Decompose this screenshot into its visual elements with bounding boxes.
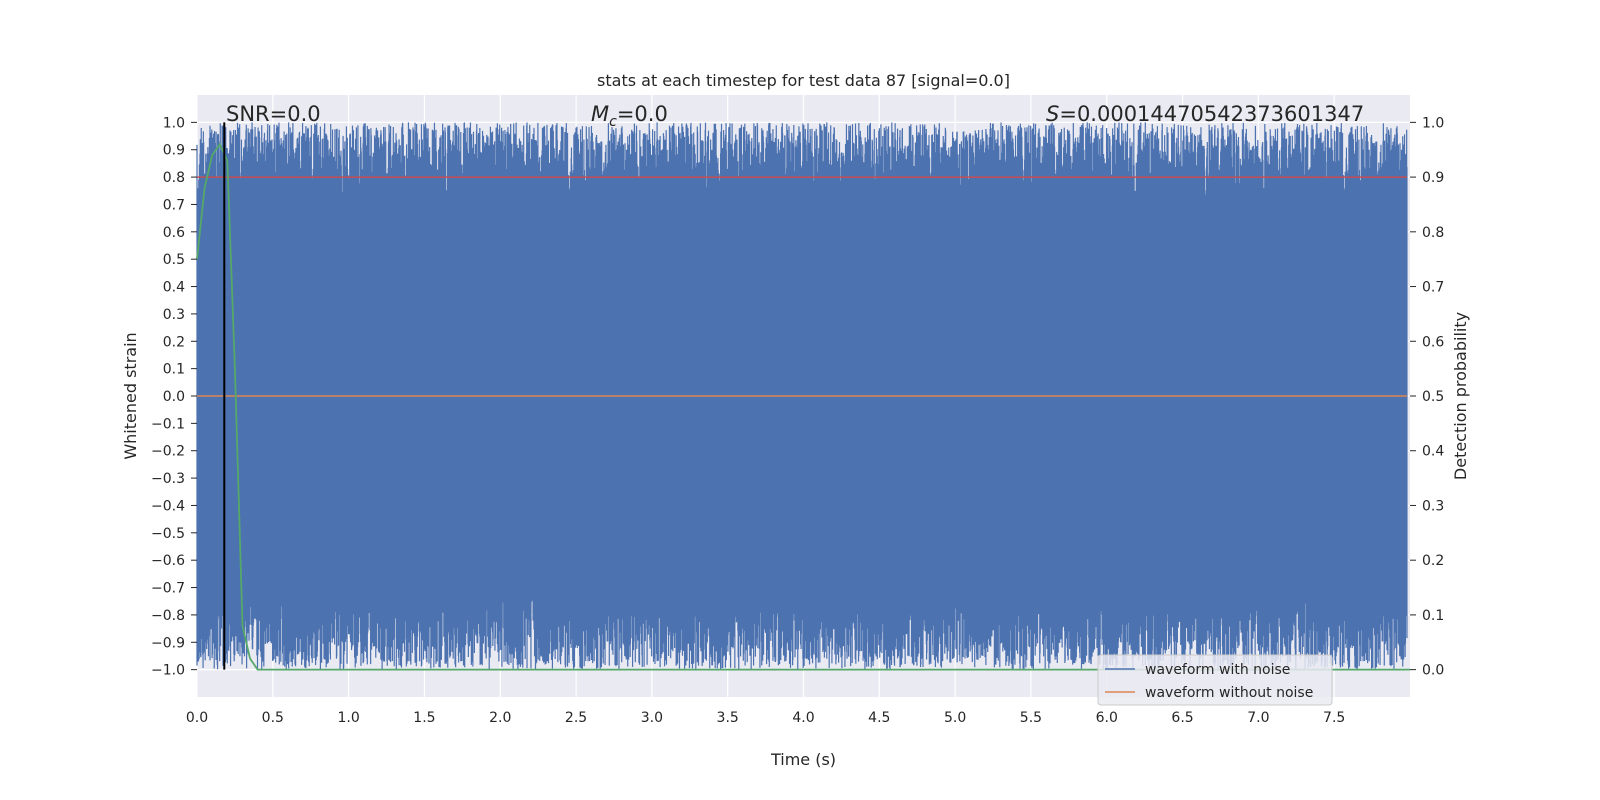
y-tick-left-label: 0.0 xyxy=(163,389,185,405)
x-tick-label: 2.5 xyxy=(565,710,587,726)
chart-title: stats at each timestep for test data 87 … xyxy=(597,71,1010,90)
legend-box xyxy=(1097,654,1333,706)
y-tick-left-label: −0.9 xyxy=(151,635,185,651)
y-tick-left-label: −0.5 xyxy=(151,526,185,542)
y-tick-left-label: −0.8 xyxy=(151,608,185,624)
x-tick-label: 7.0 xyxy=(1247,710,1269,726)
y-tick-left-label: −0.4 xyxy=(151,498,185,514)
y-tick-left-label: 0.4 xyxy=(163,280,185,296)
y-tick-right-label: 0.5 xyxy=(1422,389,1444,405)
y-tick-left-label: 0.5 xyxy=(163,252,185,268)
mc-value: =0.0 xyxy=(617,102,668,126)
y-tick-left-label: 0.2 xyxy=(163,334,185,350)
y-tick-left-label: 0.9 xyxy=(163,143,185,159)
x-axis-label: Time (s) xyxy=(770,750,836,769)
mc-symbol: M xyxy=(591,102,609,126)
x-tick-label: 4.5 xyxy=(868,710,890,726)
y-tick-right-label: 0.7 xyxy=(1422,280,1444,296)
y-tick-right-label: 0.6 xyxy=(1422,334,1444,350)
y-axis-right-label: Detection probability xyxy=(1451,312,1470,480)
x-tick-label: 2.0 xyxy=(489,710,511,726)
snr-annotation: SNR=0.0 xyxy=(226,102,321,126)
x-tick-label: 6.5 xyxy=(1171,710,1193,726)
s-symbol: S xyxy=(1046,102,1059,126)
y-tick-right-label: 1.0 xyxy=(1422,115,1444,131)
y-tick-left-label: −0.1 xyxy=(151,416,185,432)
y-tick-left-label: 0.1 xyxy=(163,362,185,378)
x-tick-label: 4.0 xyxy=(792,710,814,726)
x-tick-label: 3.5 xyxy=(717,710,739,726)
x-tick-label: 5.0 xyxy=(944,710,966,726)
legend-label-waveform-without-noise: waveform without noise xyxy=(1145,685,1313,701)
mc-subscript: c xyxy=(609,114,617,130)
y-tick-left-label: 0.7 xyxy=(163,197,185,213)
x-tick-label: 3.0 xyxy=(641,710,663,726)
y-tick-right-label: 0.4 xyxy=(1422,444,1444,460)
y-tick-right-label: 0.8 xyxy=(1422,225,1444,241)
y-tick-right-label: 0.3 xyxy=(1422,498,1444,514)
y-tick-right-label: 0.0 xyxy=(1422,663,1444,679)
series-detection-probability xyxy=(196,142,1410,671)
series-overlays xyxy=(196,122,1410,671)
x-axis-ticks: 0.0 0.5 1.0 1.5 2.0 2.5 3.0 3.5 4.0 4.5 5.0 5.5 6.0 6… xyxy=(186,710,1345,726)
y-tick-left-label: −0.2 xyxy=(151,444,185,460)
y-tick-left-label: −0.7 xyxy=(151,581,185,597)
y-tick-right-label: 0.1 xyxy=(1422,608,1444,624)
x-tick-label: 1.5 xyxy=(413,710,435,726)
x-tick-label: 7.5 xyxy=(1323,710,1345,726)
y-axis-left-ticks: 1.0 0.9 0.8 0.7 0.6 0.5 0.4 0.3 0.2 0.1 0.0 −0.1 −0.… xyxy=(151,115,197,679)
y-tick-left-label: −1.0 xyxy=(151,663,185,679)
s-annotation: S=0.00014470542373601347 xyxy=(1046,102,1364,126)
mc-annotation: Mc=0.0 xyxy=(591,102,668,130)
x-tick-label: 0.5 xyxy=(262,710,284,726)
s-value: =0.00014470542373601347 xyxy=(1059,102,1364,126)
y-axis-right-ticks: 1.0 0.9 0.8 0.7 0.6 0.5 0.4 0.3 0.2 0.1 0.0 xyxy=(1410,115,1444,679)
y-tick-left-label: 1.0 xyxy=(163,115,185,131)
y-tick-left-label: 0.3 xyxy=(163,307,185,323)
y-tick-left-label: −0.6 xyxy=(151,553,185,569)
y-axis-left-label: Whitened strain xyxy=(121,332,140,459)
x-tick-label: 5.5 xyxy=(1020,710,1042,726)
y-tick-left-label: 0.6 xyxy=(163,225,185,241)
y-tick-right-label: 0.9 xyxy=(1422,170,1444,186)
y-tick-left-label: −0.3 xyxy=(151,471,185,487)
x-tick-label: 1.0 xyxy=(337,710,359,726)
legend: waveform with noise waveform without noi… xyxy=(1097,654,1333,706)
legend-label-waveform-with-noise: waveform with noise xyxy=(1145,662,1290,678)
x-tick-label: 6.0 xyxy=(1096,710,1118,726)
x-tick-label: 0.0 xyxy=(186,710,208,726)
y-tick-right-label: 0.2 xyxy=(1422,553,1444,569)
y-tick-left-label: 0.8 xyxy=(163,170,185,186)
